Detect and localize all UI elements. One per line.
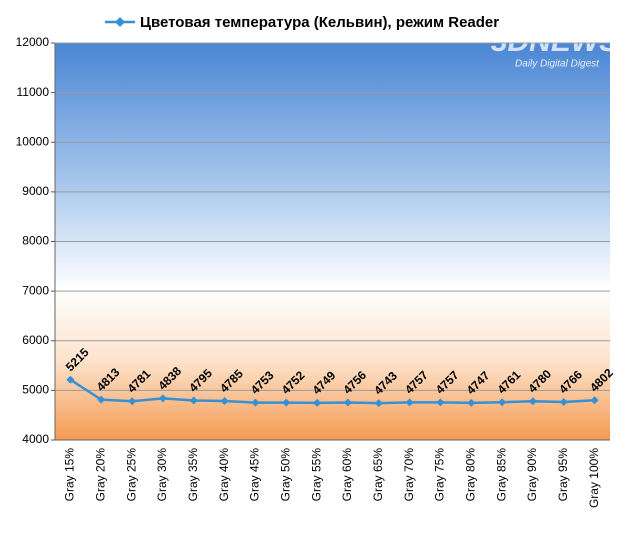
y-tick-label: 10000 — [16, 134, 50, 148]
x-tick-label: Gray 70% — [402, 448, 416, 502]
x-tick-label: Gray 95% — [556, 448, 570, 502]
x-tick-label: Gray 100% — [587, 448, 601, 508]
x-tick-label: Gray 35% — [186, 448, 200, 502]
series-line — [69, 378, 595, 405]
legend-marker — [115, 17, 125, 27]
y-tick-label: 7000 — [22, 283, 49, 297]
x-tick-label: Gray 45% — [248, 448, 262, 502]
y-tick-label: 4000 — [22, 432, 49, 446]
watermark-sub: Daily Digital Digest — [515, 59, 600, 70]
x-tick-label: Gray 90% — [525, 448, 539, 502]
y-tick-label: 12000 — [16, 35, 50, 49]
x-tick-label: Gray 15% — [63, 448, 77, 502]
data-point — [220, 397, 229, 406]
data-point — [590, 396, 599, 405]
y-tick-label: 8000 — [22, 234, 49, 248]
watermark: 3DNEWS — [491, 25, 619, 58]
data-point — [189, 396, 198, 405]
y-tick-label: 11000 — [17, 85, 50, 99]
x-tick-label: Gray 80% — [463, 448, 477, 502]
data-point — [343, 398, 352, 407]
data-point — [158, 394, 167, 403]
data-point — [405, 398, 414, 407]
x-tick-label: Gray 40% — [217, 448, 231, 502]
y-tick-label: 5000 — [22, 383, 49, 397]
x-tick-label: Gray 65% — [371, 448, 385, 502]
y-tick-label: 9000 — [22, 184, 49, 198]
data-point — [282, 398, 291, 407]
data-point — [66, 375, 75, 384]
data-point — [128, 397, 137, 406]
legend-label: Цветовая температура (Кельвин), режим Re… — [140, 14, 499, 31]
data-point — [498, 398, 507, 407]
data-point — [374, 399, 383, 408]
legend: Цветовая температура (Кельвин), режим Re… — [105, 14, 499, 31]
x-tick-label: Gray 85% — [494, 448, 508, 502]
x-tick-label: Gray 30% — [155, 448, 169, 502]
x-tick-label: Gray 25% — [124, 448, 138, 502]
x-tick-label: Gray 50% — [278, 448, 292, 502]
data-point — [97, 395, 106, 404]
x-tick-label: Gray 75% — [433, 448, 447, 502]
x-tick-label: Gray 55% — [309, 448, 323, 502]
y-tick-label: 6000 — [22, 333, 49, 347]
data-point — [559, 397, 568, 406]
data-point — [467, 398, 476, 407]
x-tick-label: Gray 20% — [93, 448, 107, 502]
data-point — [436, 398, 445, 407]
x-tick-label: Gray 60% — [340, 448, 354, 502]
data-point — [528, 397, 537, 406]
data-point — [313, 398, 322, 407]
data-point — [251, 398, 260, 407]
